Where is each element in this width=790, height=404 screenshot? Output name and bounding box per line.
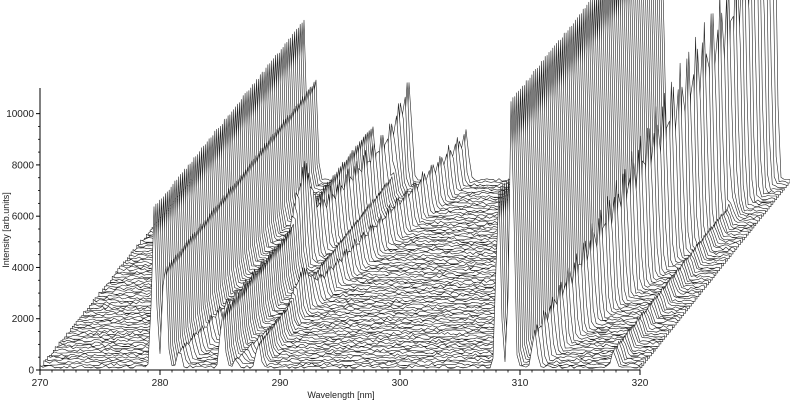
x-tick-label: 310: [512, 378, 529, 389]
spectrum-trace: [39, 101, 641, 371]
spectrum-trace: [47, 90, 648, 361]
y-tick-label: 4000: [12, 263, 35, 274]
axes: 0 2000 4000 6000 8000 10000 270 280 290 300 310 32…: [1, 88, 649, 400]
y-tick-label: 8000: [12, 160, 35, 171]
spectrum-trace: [41, 97, 643, 368]
x-axis-ticks: 270 280 290 300 310 320: [32, 370, 649, 389]
x-tick-label: 270: [32, 378, 49, 389]
x-tick-label: 300: [392, 378, 409, 389]
spectrum-trace: [43, 96, 645, 366]
spectra-traces: [39, 0, 790, 371]
spectrum-trace: [45, 92, 646, 364]
x-tick-label: 280: [152, 378, 169, 389]
y-axis-ticks: 0 2000 4000 6000 8000 10000: [6, 109, 40, 377]
y-tick-label: 0: [28, 366, 34, 377]
x-tick-label: 290: [272, 378, 289, 389]
y-tick-label: 2000: [12, 314, 35, 325]
y-tick-label: 6000: [12, 212, 35, 223]
y-axis-title: Intensity [arb.units]: [1, 192, 11, 268]
x-axis-title: Wavelength [nm]: [307, 390, 374, 400]
spectrum-trace: [49, 88, 650, 359]
y-tick-label: 10000: [6, 109, 34, 120]
x-tick-label: 320: [632, 378, 649, 389]
